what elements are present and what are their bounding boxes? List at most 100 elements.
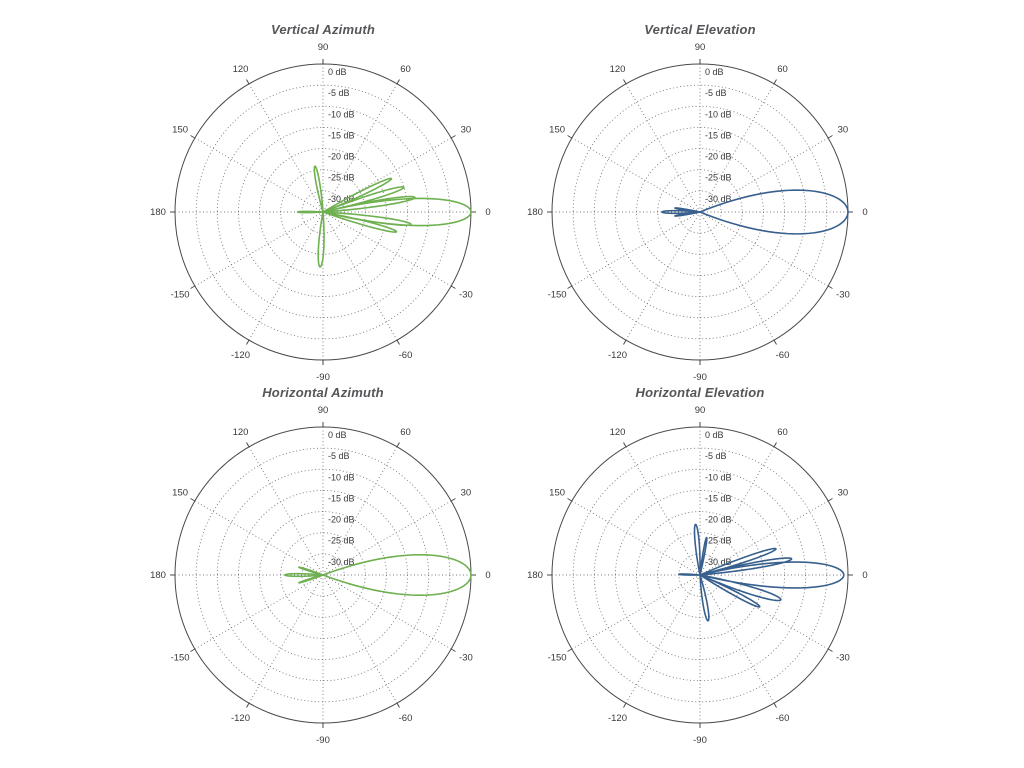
polar-grid-spoke bbox=[625, 574, 701, 704]
angle-tick-mark bbox=[246, 79, 250, 85]
angle-tick-mark bbox=[396, 442, 400, 448]
angle-tick-label: 60 bbox=[777, 427, 788, 438]
angle-tick-label: -90 bbox=[693, 735, 707, 746]
chart-title-horizontal-elevation: Horizontal Elevation bbox=[635, 385, 765, 400]
db-tick-label: -10 dB bbox=[328, 109, 355, 119]
polar-grid-spoke bbox=[571, 211, 701, 287]
angle-tick-label: 150 bbox=[172, 125, 188, 136]
angle-tick-label: 180 bbox=[150, 207, 166, 218]
polar-grid-spoke bbox=[194, 574, 324, 650]
angle-tick-label: 30 bbox=[838, 488, 849, 499]
angle-tick-label: -150 bbox=[171, 653, 190, 664]
angle-tick-mark bbox=[567, 135, 573, 139]
angle-tick-mark bbox=[623, 702, 627, 708]
angle-tick-label: -30 bbox=[836, 653, 850, 664]
polar-grid-spoke bbox=[699, 137, 829, 213]
angle-tick-label: -150 bbox=[548, 653, 567, 664]
angle-tick-mark bbox=[450, 285, 456, 289]
angle-tick-mark bbox=[827, 648, 833, 652]
db-tick-label: -10 dB bbox=[705, 109, 732, 119]
angle-tick-mark bbox=[396, 702, 400, 708]
angle-tick-label: -60 bbox=[399, 350, 413, 361]
angle-tick-label: 30 bbox=[838, 125, 849, 136]
angle-tick-label: 120 bbox=[233, 427, 249, 438]
angle-tick-mark bbox=[190, 135, 196, 139]
polar-grid-spoke bbox=[571, 137, 701, 213]
radiation-pattern-curve bbox=[296, 165, 472, 268]
angle-tick-mark bbox=[623, 79, 627, 85]
db-tick-label: -20 dB bbox=[705, 152, 732, 162]
angle-tick-mark bbox=[450, 498, 456, 502]
polar-grid-spoke bbox=[322, 500, 452, 576]
db-tick-label: -5 dB bbox=[705, 451, 727, 461]
angle-tick-label: 90 bbox=[695, 42, 706, 53]
db-tick-label: 0 dB bbox=[328, 430, 347, 440]
angle-tick-label: -150 bbox=[171, 290, 190, 301]
polar-chart-horizontal-azimuth: Horizontal Azimuth 0 30 60 90 120 150 180 -150 -… bbox=[143, 385, 503, 755]
db-tick-label: -30 dB bbox=[328, 557, 355, 567]
angle-tick-label: 120 bbox=[610, 64, 626, 75]
polar-grid-spoke bbox=[248, 446, 324, 576]
polar-grid-spoke bbox=[248, 211, 324, 341]
angle-tick-mark bbox=[396, 79, 400, 85]
polar-plot-canvas-vertical-elevation: 0 30 60 90 120 150 180 -150 -120 -90 -60 -30 0 dB -5 … bbox=[527, 42, 868, 383]
angle-tick-label: 150 bbox=[172, 488, 188, 499]
db-tick-label: -10 dB bbox=[705, 472, 732, 482]
angle-tick-mark bbox=[773, 702, 777, 708]
angle-tick-mark bbox=[827, 135, 833, 139]
polar-grid-spoke bbox=[625, 446, 701, 576]
angle-tick-label: -60 bbox=[776, 350, 790, 361]
polar-grid-spoke bbox=[699, 211, 829, 287]
polar-grid-spoke bbox=[625, 211, 701, 341]
db-tick-label: -20 dB bbox=[328, 515, 355, 525]
angle-tick-label: 180 bbox=[527, 570, 543, 581]
db-tick-label: -20 dB bbox=[705, 515, 732, 525]
angle-tick-label: -30 bbox=[836, 290, 850, 301]
polar-chart-vertical-elevation: Vertical Elevation 0 30 60 90 120 150 180 -150 -… bbox=[520, 22, 880, 392]
db-tick-label: -5 dB bbox=[328, 451, 350, 461]
angle-tick-label: 0 bbox=[485, 207, 490, 218]
angle-tick-mark bbox=[773, 339, 777, 345]
polar-plot-canvas-horizontal-azimuth: 0 30 60 90 120 150 180 -150 -120 -90 -60 -30 0 dB -5 … bbox=[150, 405, 491, 746]
angle-tick-label: -120 bbox=[231, 350, 250, 361]
angle-tick-label: 150 bbox=[549, 488, 565, 499]
angle-tick-label: 0 bbox=[862, 207, 867, 218]
polar-grid-spoke bbox=[699, 83, 775, 213]
angle-tick-mark bbox=[450, 648, 456, 652]
angle-tick-mark bbox=[246, 339, 250, 345]
polar-grid-spoke bbox=[699, 574, 775, 704]
polar-chart-horizontal-elevation: Horizontal Elevation 0 30 60 90 120 150 180 -15… bbox=[520, 385, 880, 755]
angle-tick-label: 180 bbox=[527, 207, 543, 218]
angle-tick-label: -90 bbox=[316, 735, 330, 746]
angle-tick-mark bbox=[190, 648, 196, 652]
polar-plot-canvas-horizontal-elevation: 0 30 60 90 120 150 180 -150 -120 -90 -60 -30 0 dB -5 … bbox=[527, 405, 868, 746]
db-tick-label: 0 dB bbox=[705, 67, 724, 77]
radiation-pattern-curve bbox=[284, 553, 472, 597]
angle-tick-label: -30 bbox=[459, 290, 473, 301]
angle-tick-label: -120 bbox=[231, 713, 250, 724]
radiation-pattern-curve bbox=[661, 189, 849, 235]
polar-grid-spoke bbox=[194, 137, 324, 213]
db-tick-label: -15 dB bbox=[328, 130, 355, 140]
polar-grid-spoke bbox=[571, 500, 701, 576]
db-tick-label: -30 dB bbox=[328, 194, 355, 204]
angle-tick-mark bbox=[623, 339, 627, 345]
polar-grid-spoke bbox=[699, 446, 775, 576]
angle-tick-mark bbox=[827, 285, 833, 289]
polar-grid-spoke bbox=[194, 211, 324, 287]
radiation-pattern-curve bbox=[678, 523, 845, 622]
angle-tick-label: 150 bbox=[549, 125, 565, 136]
db-tick-label: 0 dB bbox=[705, 430, 724, 440]
angle-tick-mark bbox=[773, 442, 777, 448]
db-tick-label: -25 dB bbox=[328, 536, 355, 546]
angle-tick-label: -60 bbox=[399, 713, 413, 724]
angle-tick-mark bbox=[190, 498, 196, 502]
polar-grid-spoke bbox=[571, 574, 701, 650]
polar-grid-spoke bbox=[322, 574, 398, 704]
angle-tick-mark bbox=[827, 498, 833, 502]
chart-title-vertical-azimuth: Vertical Azimuth bbox=[270, 22, 376, 37]
polar-grid-spoke bbox=[699, 211, 775, 341]
db-tick-label: -15 dB bbox=[705, 130, 732, 140]
angle-tick-label: 30 bbox=[461, 488, 472, 499]
angle-tick-label: 0 bbox=[485, 570, 490, 581]
